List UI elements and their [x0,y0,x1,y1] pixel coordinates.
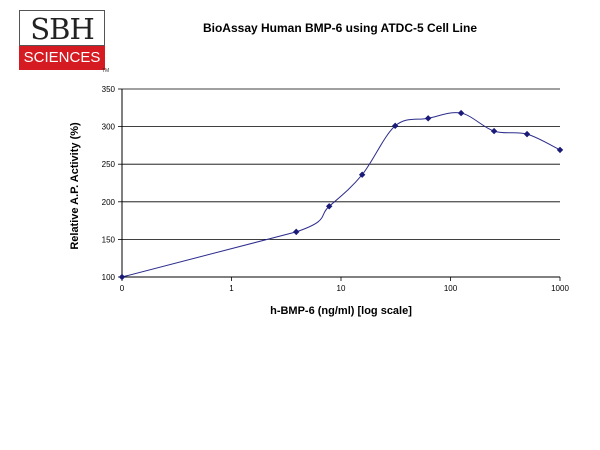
y-tick-label: 300 [102,123,116,132]
data-point-3 [358,171,366,178]
series-line [121,112,561,278]
x-axis-label: h-BMP-6 (ng/ml) [log scale] [270,305,412,317]
data-point-2 [325,203,333,210]
x-tick-label: 1 [229,284,234,293]
data-point-9 [556,146,564,154]
sbh-logo: SBH SCIENCES TM [19,10,110,74]
y-tick-label: 100 [102,273,116,282]
data-point-6 [457,109,465,117]
logo-text-sbh: SBH [19,10,105,46]
y-tick-label: 350 [102,85,116,94]
data-point-1 [293,228,300,236]
y-tick-label: 150 [102,235,116,244]
data-point-7 [490,127,498,135]
chart-title: BioAssay Human BMP-6 using ATDC-5 Cell L… [202,21,478,35]
x-tick-label: 10 [337,284,346,293]
x-tick-label: 1000 [551,284,569,293]
y-tick-label: 250 [102,160,116,169]
logo-trademark: TM [102,68,110,74]
data-point-4 [391,122,399,130]
x-tick-label: 100 [444,284,458,293]
logo-text-sciences: SCIENCES [19,46,105,70]
data-point-0 [118,273,126,281]
y-tick-label: 200 [102,198,116,207]
x-tick-label: 0 [120,284,125,293]
data-point-8 [523,130,531,138]
data-point-5 [424,115,432,122]
